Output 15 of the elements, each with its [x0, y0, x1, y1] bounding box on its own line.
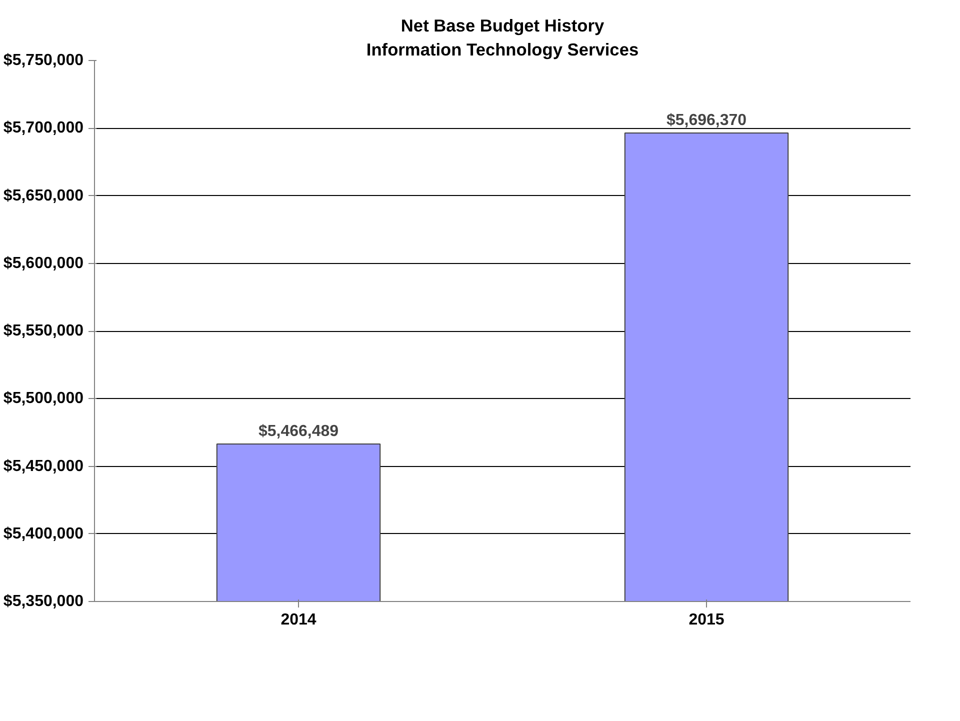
y-tick-label: $5,550,000 [3, 322, 84, 340]
y-tick-label: $5,500,000 [3, 390, 84, 408]
data-label: $5,466,489 [258, 422, 339, 440]
y-tick-label: $5,700,000 [3, 120, 84, 137]
x-tick-label: 2014 [280, 612, 316, 628]
chart-subtitle: Information Technology Services [366, 40, 639, 60]
y-tick-label: $5,600,000 [3, 254, 84, 272]
y-tick-label: $5,450,000 [3, 458, 84, 475]
x-tick-label: 2015 [688, 612, 724, 628]
y-tick-label: $5,400,000 [3, 525, 84, 542]
data-label: $5,696,370 [666, 112, 747, 130]
y-tick-label: $5,650,000 [3, 187, 84, 204]
y-tick-label: $5,750,000 [3, 52, 84, 69]
y-tick-label: $5,350,000 [3, 593, 84, 610]
chart-title: Net Base Budget History [400, 16, 604, 36]
